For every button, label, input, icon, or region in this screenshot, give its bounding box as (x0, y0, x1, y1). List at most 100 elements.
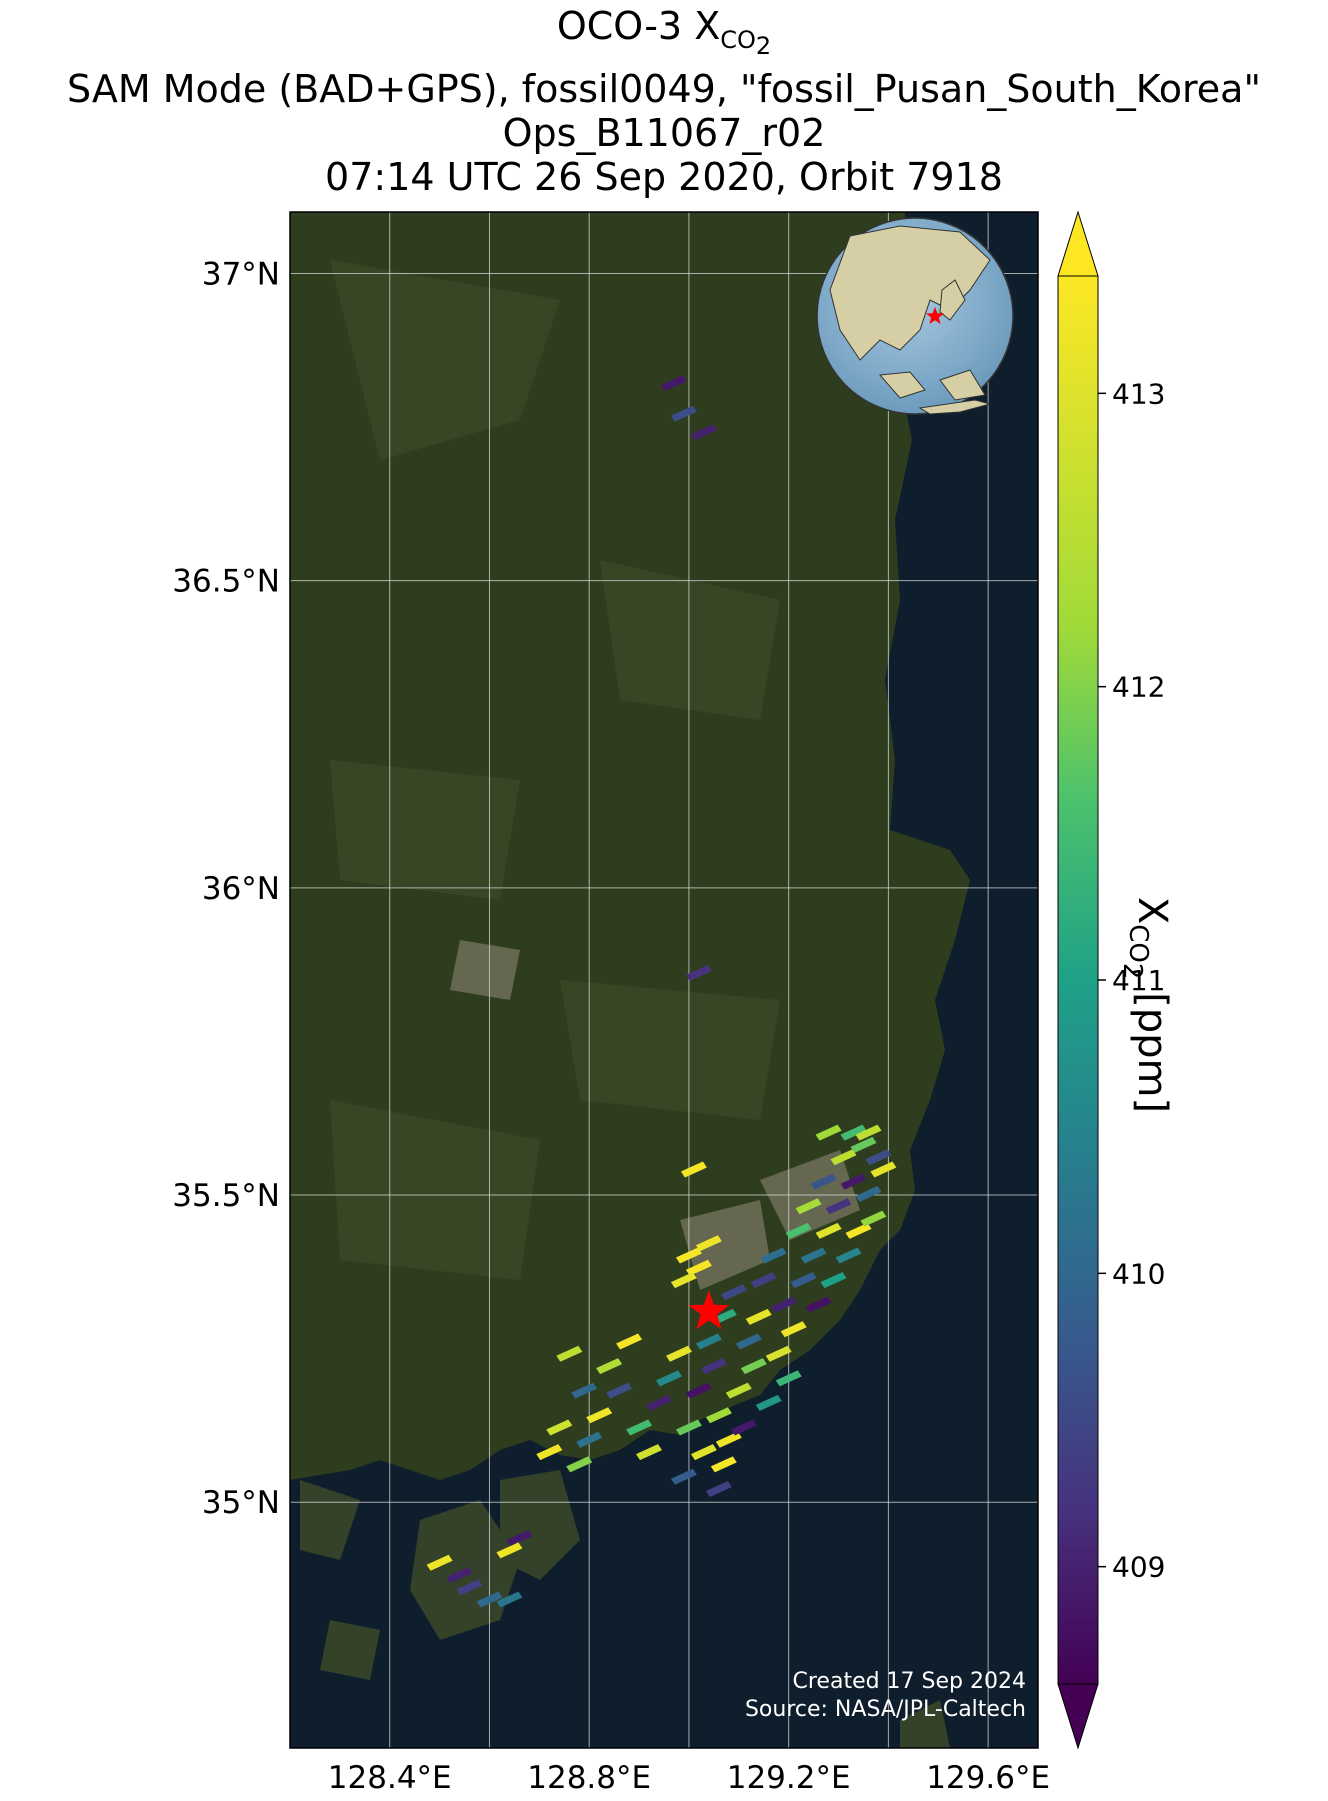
colorbar-tick-label: 409 (1112, 1551, 1165, 1584)
map-title: OCO-3 XCO2 SAM Mode (BAD+GPS), fossil004… (0, 4, 1328, 199)
xco2-sounding (690, 424, 717, 441)
xco2-sounding (496, 1591, 523, 1608)
xco2-sounding (770, 1296, 797, 1313)
title-line-1: OCO-3 XCO2 (556, 4, 772, 60)
colorbar-tick-label: 410 (1112, 1257, 1165, 1290)
xco2-sounding (546, 1419, 573, 1436)
title-line-4: 07:14 UTC 26 Sep 2020, Orbit 7918 (325, 155, 1003, 200)
xco2-sounding (775, 1370, 802, 1387)
xco2-sounding (496, 1542, 523, 1559)
colorbar-tick-label: 413 (1112, 377, 1165, 410)
lon-tick-label: 128.4°E (328, 1760, 452, 1796)
xco2-sounding (596, 1358, 623, 1375)
colorbar-tick-label: 412 (1112, 671, 1165, 704)
map-area (290, 212, 1038, 1748)
xco2-sounding (670, 1272, 697, 1289)
xco2-sounding (690, 1444, 717, 1461)
credit-source: Source: NASA/JPL-Caltech (745, 1697, 1026, 1722)
xco2-sounding (815, 1222, 842, 1239)
lon-tick-label: 128.8°E (527, 1760, 651, 1796)
islands (300, 1470, 950, 1748)
colorbar: 413 412 411 410 409 (1057, 210, 1165, 1750)
xco2-sounding (815, 1124, 842, 1141)
xco2-sounding (446, 1567, 473, 1583)
xco2-sounding (860, 1210, 887, 1227)
xco2-sounding (661, 375, 687, 391)
xco2-sounding (456, 1579, 483, 1596)
xco2-soundings (426, 375, 897, 1608)
lon-tick-label: 129.6°E (926, 1760, 1050, 1796)
lat-tick-label: 36°N (202, 871, 280, 907)
xco2-sounding (506, 1530, 533, 1547)
xco2-sounding (750, 1272, 777, 1289)
xco2-sounding (790, 1272, 817, 1289)
xco2-sounding (670, 405, 697, 422)
xco2-sounding (725, 1382, 752, 1399)
inset-globe (816, 217, 1014, 415)
globe-land-asia (829, 225, 991, 361)
xco2-sounding (695, 1333, 722, 1350)
xco2-sounding (810, 1173, 837, 1190)
xco2-sounding (710, 1456, 737, 1473)
xco2-sounding (840, 1173, 867, 1190)
xco2-sounding (780, 1321, 807, 1338)
xco2-sounding (571, 1382, 598, 1399)
xco2-sounding (865, 1149, 892, 1166)
xco2-sounding (426, 1554, 453, 1571)
globe-target-star-icon (926, 307, 944, 324)
xco2-sounding (870, 1161, 897, 1178)
xco2-sounding (626, 1419, 653, 1436)
xco2-sounding (695, 1235, 722, 1252)
latitude-labels: 37°N 36.5°N 36°N 35.5°N 35°N (172, 256, 280, 1521)
xco2-sounding (675, 1419, 702, 1436)
xco2-sounding (566, 1456, 593, 1473)
xco2-sounding (606, 1382, 633, 1399)
lat-tick-label: 36.5°N (172, 564, 280, 600)
xco2-sounding (536, 1444, 563, 1461)
xco2-sounding (820, 1272, 847, 1289)
xco2-sounding (656, 1370, 682, 1387)
xco2-sounding (685, 1259, 712, 1276)
colorbar-extend-bottom (1057, 1683, 1099, 1750)
credit-created: Created 17 Sep 2024 (793, 1669, 1027, 1694)
xco2-sounding (685, 1382, 712, 1399)
xco2-sounding (715, 1431, 742, 1448)
xco2-sounding (576, 1431, 603, 1448)
xco2-sounding (850, 1136, 877, 1153)
xco2-sounding (670, 1468, 697, 1485)
xco2-sounding (800, 1247, 827, 1264)
xco2-sounding (740, 1358, 767, 1375)
map-gridlines (290, 212, 1038, 1748)
xco2-sounding (825, 1198, 852, 1215)
colorbar-title: XCO2 [ppm] (1116, 896, 1175, 1114)
xco2-sounding (735, 1333, 762, 1350)
xco2-sounding (675, 1247, 702, 1264)
xco2-sounding (855, 1186, 882, 1202)
xco2-sounding (755, 1394, 782, 1411)
lon-tick-label: 129.2°E (727, 1760, 851, 1796)
target-star-icon (688, 1290, 730, 1330)
xco2-sounding (760, 1247, 787, 1264)
colorbar-gradient (1057, 275, 1099, 1685)
title-line-3: Ops_B11067_r02 (502, 111, 826, 156)
xco2-sounding (666, 1345, 692, 1362)
xco2-sounding (730, 1419, 757, 1436)
xco2-sounding (840, 1124, 867, 1141)
land-texture (330, 260, 780, 1280)
xco2-sounding (616, 1333, 643, 1350)
xco2-sounding (705, 1481, 732, 1497)
xco2-sounding (785, 1222, 812, 1239)
xco2-sounding (705, 1407, 732, 1424)
colorbar-tick-label: 411 (1112, 964, 1165, 997)
colorbar-ticks: 413 412 411 410 409 (1098, 377, 1165, 1584)
title-line-2: SAM Mode (BAD+GPS), fossil0049, "fossil_… (67, 67, 1261, 112)
lat-tick-label: 35.5°N (172, 1178, 280, 1214)
xco2-sounding (700, 1358, 727, 1375)
xco2-sounding (805, 1296, 832, 1313)
urban-areas (450, 940, 860, 1290)
globe-land-japan (939, 279, 966, 321)
xco2-sounding (795, 1198, 822, 1215)
longitude-labels: 128.4°E 128.8°E 129.2°E 129.6°E (328, 1760, 1050, 1796)
lat-tick-label: 37°N (202, 256, 280, 292)
